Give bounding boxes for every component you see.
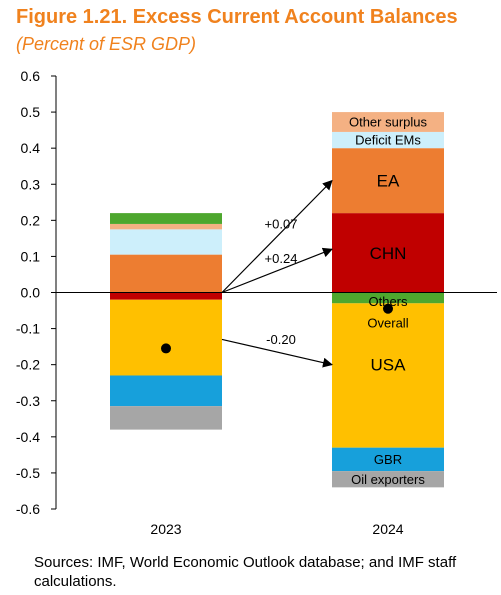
y-tick-label: 0.2 xyxy=(21,212,41,228)
x-category-label: 2024 xyxy=(372,521,403,537)
segment-label-others: Others xyxy=(368,294,408,309)
bar-segment-ea xyxy=(332,148,444,214)
overall-marker xyxy=(383,303,393,314)
bar-segment-usa xyxy=(110,299,222,376)
segment-label-deficit-ems: Deficit EMs xyxy=(355,133,421,148)
x-category-label: 2023 xyxy=(150,521,181,537)
bar-segment-gbr xyxy=(332,447,444,472)
y-tick-label: -0.6 xyxy=(16,501,40,517)
y-tick-label: 0.3 xyxy=(21,176,41,192)
segment-label-gbr: GBR xyxy=(374,452,402,467)
change-label: -0.20 xyxy=(266,332,296,347)
y-tick-label: -0.5 xyxy=(16,465,40,481)
chart-subtitle: (Percent of ESR GDP) xyxy=(16,34,197,54)
bar-segment-chn xyxy=(110,292,222,300)
bar-segment-oil-exporters xyxy=(332,471,444,488)
overall-label: Overall xyxy=(367,316,408,331)
y-tick-label: -0.3 xyxy=(16,393,40,409)
segment-label-ea: EA xyxy=(377,172,400,191)
bar-segment-gbr xyxy=(110,375,222,407)
bar-segment-ea xyxy=(110,254,222,293)
change-arrow xyxy=(221,338,333,368)
segment-label-usa: USA xyxy=(371,356,407,375)
bar-segment-others xyxy=(332,292,444,304)
y-tick-label: 0.1 xyxy=(21,248,41,264)
y-tick-label: 0.4 xyxy=(21,140,41,156)
y-tick-label: 0.5 xyxy=(21,104,41,120)
bar-segment-other-surplus xyxy=(332,112,444,132)
bar-segment-deficit-ems xyxy=(332,131,444,149)
segment-label-oil-exporters: Oil exporters xyxy=(351,472,425,487)
change-arrow xyxy=(221,247,333,294)
y-tick-label: -0.1 xyxy=(16,321,40,337)
bar-segment-others xyxy=(110,213,222,224)
change-arrow xyxy=(221,179,333,293)
overall-marker xyxy=(161,343,171,354)
y-tick-label: 0.6 xyxy=(21,68,41,84)
chart-title: Figure 1.21. Excess Current Account Bala… xyxy=(16,6,458,28)
bar-segment-chn xyxy=(332,213,444,293)
segment-label-other-surplus: Other surplus xyxy=(349,115,428,130)
y-tick-label: -0.4 xyxy=(16,429,40,445)
bar-segment-other-surplus xyxy=(110,223,222,230)
y-tick-label: -0.2 xyxy=(16,357,40,373)
segment-label-chn: CHN xyxy=(370,244,407,263)
bar-segment-oil-exporters xyxy=(110,406,222,430)
bar-segment-usa xyxy=(332,303,444,448)
y-tick-label: 0.0 xyxy=(21,285,41,301)
change-label: +0.24 xyxy=(265,251,298,266)
source-note: Sources: IMF, World Economic Outlook dat… xyxy=(34,554,457,590)
change-label: +0.07 xyxy=(265,217,298,232)
bar-segment-deficit-ems xyxy=(110,229,222,255)
